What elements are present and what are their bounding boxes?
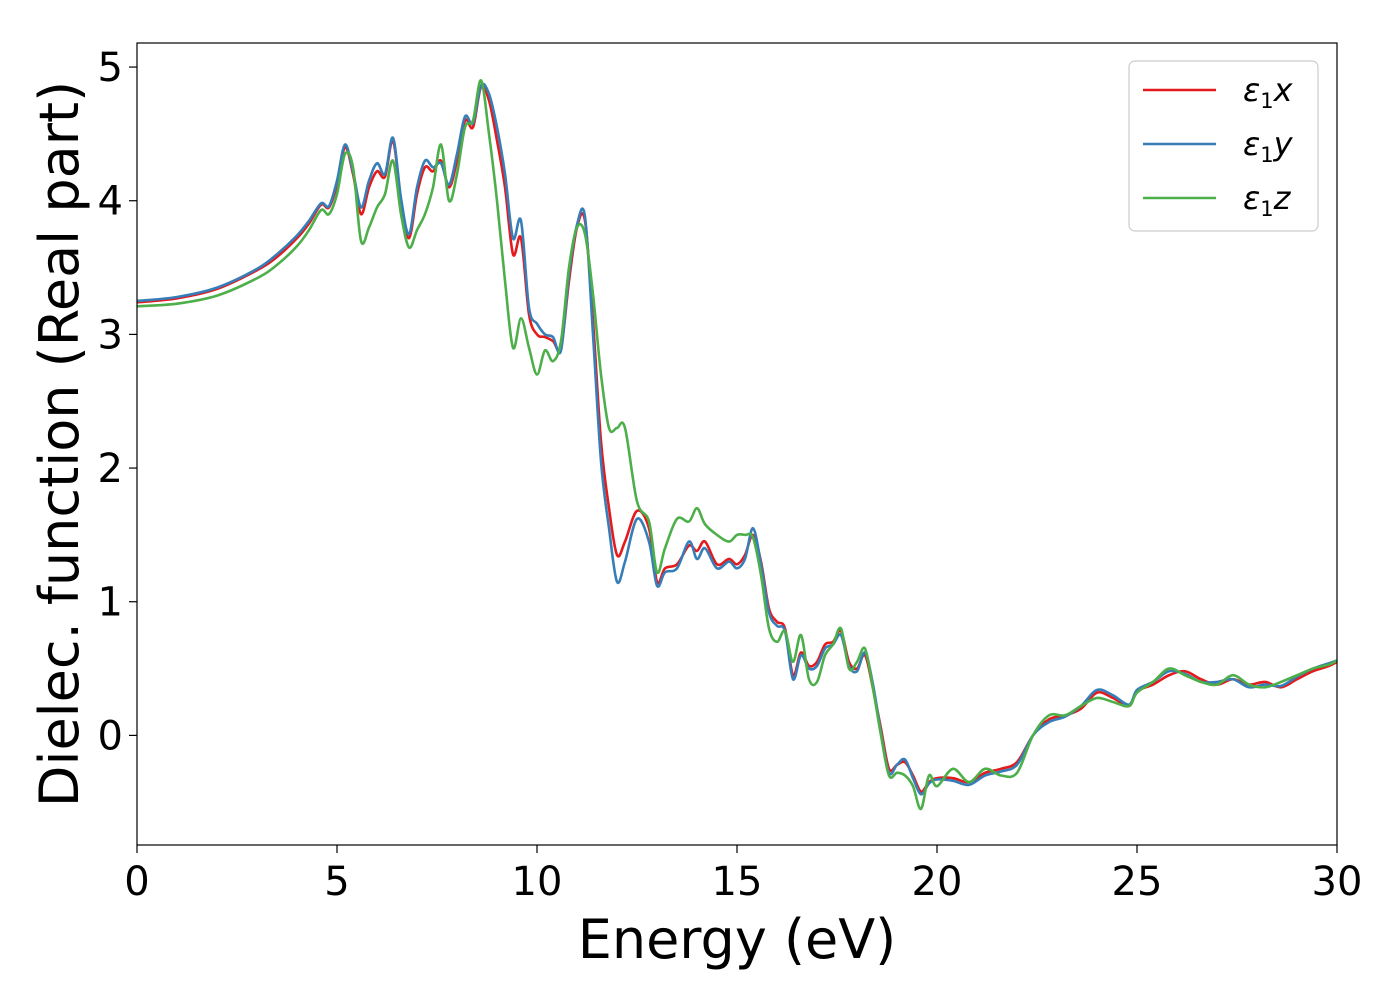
y-axis-label: Dielec. function (Real part) [28, 81, 91, 807]
legend-label-z: ε1z [1243, 179, 1292, 221]
legend-items: ε1x ε1y ε1z [1143, 71, 1294, 221]
y-axis-ticks: 0 1 2 3 4 5 [98, 45, 137, 759]
x-tick-label: 10 [512, 859, 563, 905]
legend-label-x: ε1x [1243, 71, 1294, 113]
y-tick-label: 5 [98, 45, 123, 91]
y-tick-label: 4 [98, 179, 123, 225]
x-tick-label: 30 [1312, 859, 1363, 905]
series-layer [137, 79, 1337, 811]
y-tick-label: 3 [98, 312, 123, 358]
x-tick-label: 5 [324, 859, 349, 905]
legend-label-y: ε1y [1243, 125, 1294, 167]
y-tick-label: 1 [98, 580, 123, 626]
legend: ε1x ε1y ε1z [1128, 60, 1319, 232]
x-axis-ticks: 0 5 10 15 20 25 30 [124, 845, 1362, 905]
y-tick-label: 2 [98, 446, 123, 492]
x-axis-label: Energy (eV) [578, 908, 897, 971]
y-tick-label: 0 [98, 713, 123, 759]
legend-box [1128, 60, 1319, 232]
x-tick-label: 0 [124, 859, 149, 905]
x-tick-label: 15 [712, 859, 763, 905]
x-tick-label: 25 [1112, 859, 1163, 905]
x-tick-label: 20 [912, 859, 963, 905]
series-line-z [137, 79, 1337, 811]
